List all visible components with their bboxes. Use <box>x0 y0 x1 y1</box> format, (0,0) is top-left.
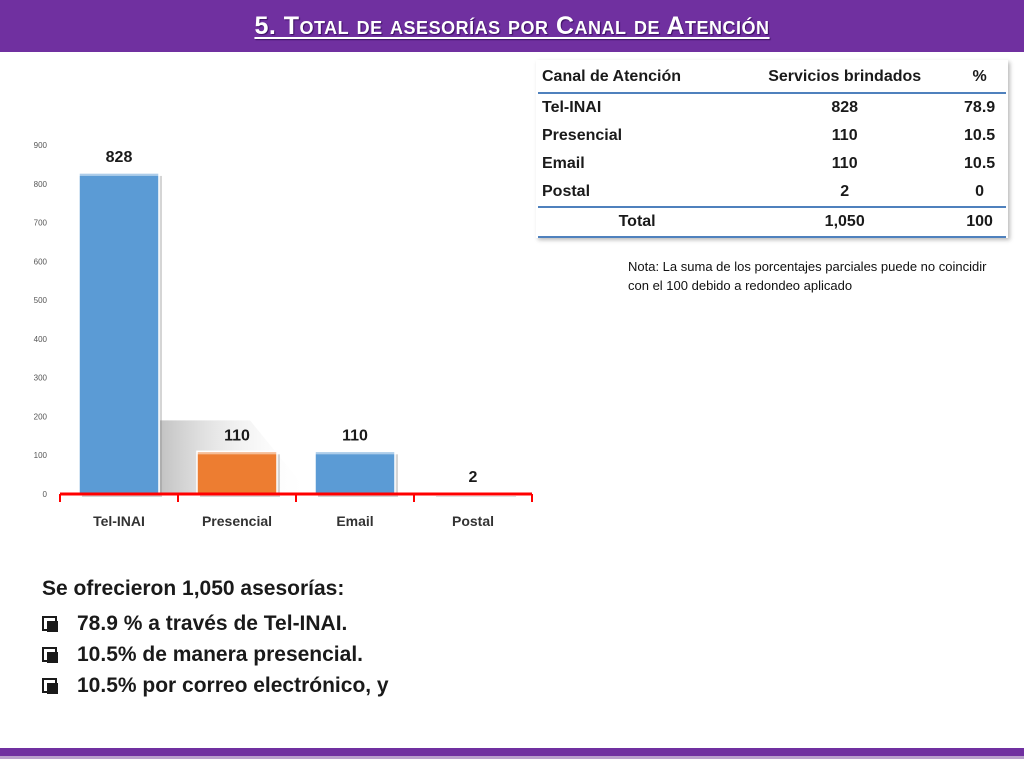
page-title: 5. Total de asesorías por Canal de Atenc… <box>254 11 770 40</box>
summary: Se ofrecieron 1,050 asesorías: 78.9 % a … <box>42 576 389 701</box>
bar-chart: 0 100 200 300 400 500 600 700 800 900 828 Tel-INAI 1… <box>34 141 533 529</box>
table-row: Presencial 110 10.5 <box>538 122 1006 150</box>
data-label: 110 <box>342 427 368 444</box>
table-cell: Presencial <box>542 127 623 144</box>
table-cell: Postal <box>542 183 591 200</box>
table-cell: 2 <box>840 183 850 200</box>
checkbox-bullet-icon <box>42 678 58 694</box>
table-row: Tel-INAI 828 78.9 <box>538 93 1006 122</box>
table-total-percent: 100 <box>953 206 1006 238</box>
list-item: 10.5% por correo electrónico, y <box>42 670 389 701</box>
table-cell: 828 <box>831 99 859 116</box>
bar-highlight <box>197 451 277 455</box>
data-label: 110 <box>224 427 250 444</box>
table-cell: Email <box>542 155 585 172</box>
y-tick-label: 700 <box>34 219 48 228</box>
bottom-bar <box>0 748 1024 756</box>
table-cell: 10.5 <box>964 155 996 172</box>
checkbox-bullet-icon <box>42 616 58 632</box>
bottom-bar-shadow <box>0 756 1024 759</box>
title-bar: 5. Total de asesorías por Canal de Atenc… <box>0 0 1024 52</box>
y-tick-label: 900 <box>34 141 48 150</box>
x-tick-label: Email <box>336 513 373 529</box>
data-label: 2 <box>469 469 478 486</box>
list-item: 78.9 % a través de Tel-INAI. <box>42 608 389 639</box>
bar-highlight <box>315 451 395 455</box>
table-cell: 78.9 <box>964 99 996 116</box>
table-cell: 0 <box>975 183 985 200</box>
x-tick-label: Tel-INAI <box>93 513 145 529</box>
y-tick-label: 800 <box>34 180 48 189</box>
bar <box>196 450 278 495</box>
y-tick-label: 500 <box>34 296 48 305</box>
summary-headline: Se ofrecieron 1,050 asesorías: <box>42 577 345 600</box>
list-item-text: 10.5% de manera presencial. <box>77 642 363 666</box>
x-tick-label: Postal <box>452 513 494 529</box>
table-header-canal: Canal de Atención <box>538 62 737 94</box>
y-tick-label: 200 <box>34 412 48 421</box>
list-item-text: 10.5% por correo electrónico, y <box>77 673 389 697</box>
table-row: Postal 2 0 <box>538 178 1006 207</box>
table-header-percent: % <box>953 62 1006 94</box>
table-total-servicios: 1,050 <box>736 206 954 238</box>
data-table: Canal de Atención Servicios brindados % … <box>538 62 1006 238</box>
summary-list: 78.9 % a través de Tel-INAI. 10.5% de ma… <box>42 608 389 701</box>
bar-drop-shadow <box>436 496 516 497</box>
table-header-row: Canal de Atención Servicios brindados % <box>538 62 1006 94</box>
table-cell: 110 <box>831 155 858 172</box>
table-total-row: Total 1,050 100 <box>538 206 1006 238</box>
y-tick-label: 100 <box>34 451 48 460</box>
y-tick-label: 0 <box>43 490 48 499</box>
data-label: 828 <box>106 149 133 166</box>
table-row: Email 110 10.5 <box>538 150 1006 178</box>
bar <box>314 450 396 495</box>
table-cell: 110 <box>831 127 858 144</box>
list-item: 10.5% de manera presencial. <box>42 639 389 670</box>
bar-highlight <box>79 172 159 176</box>
table-cell: Tel-INAI <box>542 99 602 116</box>
table-header-servicios: Servicios brindados <box>736 62 954 94</box>
footnote: Nota: La suma de los porcentajes parcial… <box>628 259 987 293</box>
x-tick-label: Presencial <box>202 513 272 529</box>
table-cell: 10.5 <box>964 127 996 144</box>
y-tick-label: 300 <box>34 374 48 383</box>
table-total-label: Total <box>538 206 737 238</box>
y-tick-label: 400 <box>34 335 48 344</box>
list-item-text: 78.9 % a través de Tel-INAI. <box>77 611 348 635</box>
y-tick-label: 600 <box>34 257 48 266</box>
checkbox-bullet-icon <box>42 647 58 663</box>
bar <box>78 172 160 495</box>
